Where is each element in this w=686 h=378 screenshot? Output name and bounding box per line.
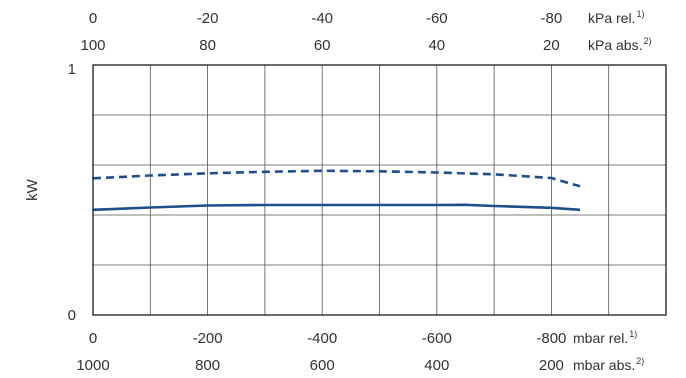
top-rel-unit-label: kPa rel.1) xyxy=(588,9,644,26)
top-abs-unit-label: kPa abs.2) xyxy=(588,36,652,53)
bottom-abs-tick-label: 400 xyxy=(424,357,449,374)
bottom-rel-unit-footnote: 1) xyxy=(629,329,637,339)
bottom-abs-tick-label: 200 xyxy=(539,357,564,374)
bottom-rel-tick-label: 0 xyxy=(89,330,97,347)
top-rel-unit-footnote: 1) xyxy=(636,9,644,19)
top-abs-unit-footnote: 2) xyxy=(643,36,651,46)
top-rel-tick-label: -40 xyxy=(311,10,333,27)
top-abs-tick-label: 20 xyxy=(543,37,560,54)
plot-frame xyxy=(92,64,667,316)
y-axis-label: kW xyxy=(24,178,41,201)
series-line-solid xyxy=(92,203,581,212)
top-rel-tick-label: -60 xyxy=(426,10,448,27)
bottom-abs-unit-footnote: 2) xyxy=(636,356,644,366)
top-abs-tick-label: 80 xyxy=(199,37,216,54)
bottom-rel-unit-text: mbar rel. xyxy=(573,330,628,346)
series-line-dashed xyxy=(92,169,581,188)
top-rel-tick-label: 0 xyxy=(89,10,97,27)
y-tick-label-0: 0 xyxy=(68,307,76,324)
bottom-rel-tick-label: -400 xyxy=(307,330,337,347)
bottom-abs-tick-label: 600 xyxy=(310,357,335,374)
label-layer: 0 -20 -40 -60 -80 kPa rel.1)100 80 60 40 20 kPa ab… xyxy=(24,9,652,374)
bottom-rel-tick-label: -800 xyxy=(536,330,566,347)
top-rel-tick-label: -80 xyxy=(541,10,563,27)
top-rel-tick-label: -20 xyxy=(197,10,219,27)
bottom-abs-unit-text: mbar abs. xyxy=(573,357,635,373)
bottom-rel-tick-label: -200 xyxy=(193,330,223,347)
bottom-rel-tick-label: -600 xyxy=(422,330,452,347)
bottom-abs-tick-label: 1000 xyxy=(76,357,109,374)
bottom-abs-unit-label: mbar abs.2) xyxy=(573,356,644,373)
series-layer xyxy=(92,169,581,212)
top-abs-tick-label: 40 xyxy=(428,37,445,54)
top-abs-tick-label: 100 xyxy=(80,37,105,54)
top-rel-unit-text: kPa rel. xyxy=(588,10,635,26)
top-abs-tick-label: 60 xyxy=(314,37,331,54)
grid-layer xyxy=(92,64,667,316)
top-abs-unit-text: kPa abs. xyxy=(588,37,642,53)
y-tick-label-1: 1 xyxy=(68,61,76,78)
bottom-abs-tick-label: 800 xyxy=(195,357,220,374)
bottom-rel-unit-label: mbar rel.1) xyxy=(573,329,637,346)
